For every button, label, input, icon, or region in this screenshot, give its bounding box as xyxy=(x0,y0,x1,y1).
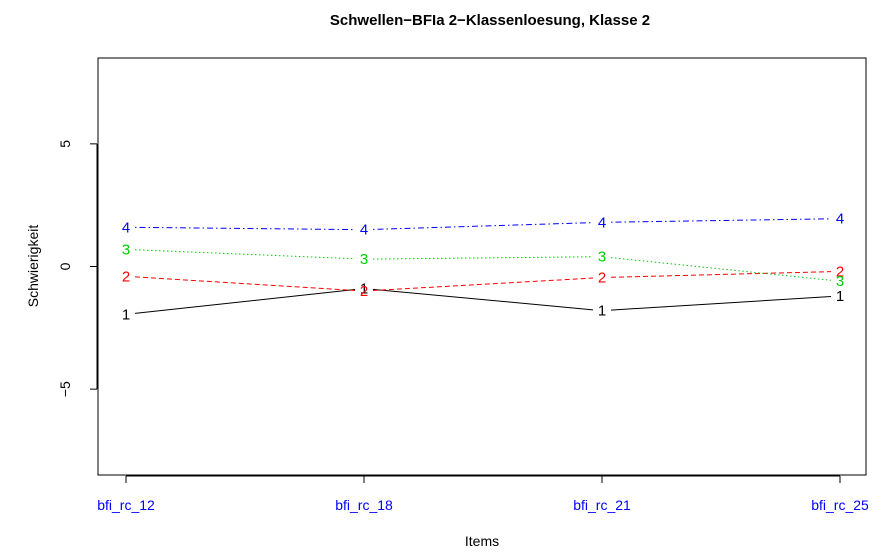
point-label: 1 xyxy=(122,306,130,323)
point-label: 3 xyxy=(122,241,130,258)
point-label: 2 xyxy=(598,270,606,287)
point-label: 2 xyxy=(122,268,130,285)
point-label: 4 xyxy=(836,211,844,228)
series-2: 2 2 2 2 xyxy=(122,263,844,300)
series-segment xyxy=(610,295,832,311)
series-4: 4 4 4 4 xyxy=(122,211,844,239)
series-segment xyxy=(372,256,594,260)
point-label: 1 xyxy=(598,303,606,320)
y-axis: −5 0 5 xyxy=(57,140,98,397)
plot-frame xyxy=(97,57,867,476)
point-label: 4 xyxy=(598,214,606,231)
point-label: 3 xyxy=(836,273,844,290)
series-3: 3 3 3 3 xyxy=(122,241,844,290)
y-tick-label: −5 xyxy=(57,381,73,397)
point-label: 3 xyxy=(360,251,368,268)
x-axis: bfi_rc_12 bfi_rc_18 bfi_rc_21 bfi_rc_25 xyxy=(97,475,869,513)
x-tick-label: bfi_rc_21 xyxy=(573,497,631,513)
series-segment xyxy=(134,249,356,260)
point-label: 2 xyxy=(836,263,844,280)
x-tick-label: bfi_rc_18 xyxy=(335,497,393,513)
series-segment xyxy=(134,276,356,291)
point-label: 1 xyxy=(360,281,368,298)
x-tick-label: bfi_rc_12 xyxy=(97,497,155,513)
y-tick-label: 0 xyxy=(57,262,73,270)
point-label: 2 xyxy=(360,283,368,300)
point-label: 1 xyxy=(836,288,844,305)
chart-title: Schwellen−BFIa 2−Klassenloesung, Klasse … xyxy=(330,12,650,29)
point-label: 4 xyxy=(122,219,130,236)
series-segment xyxy=(610,257,832,281)
point-label: 3 xyxy=(598,249,606,266)
point-label: 4 xyxy=(360,222,368,239)
y-tick-label: 5 xyxy=(57,140,73,148)
series-segment xyxy=(134,226,356,231)
x-tick-label: bfi_rc_25 xyxy=(811,497,869,513)
series-segment xyxy=(610,271,832,278)
series-segment xyxy=(134,289,356,314)
series-segment xyxy=(372,222,594,230)
y-axis-label: Schwierigkeit xyxy=(25,225,41,308)
series-segment xyxy=(372,288,594,311)
series-1: 1 1 1 1 xyxy=(122,281,844,324)
series-segment xyxy=(610,218,832,223)
series-segment xyxy=(372,277,594,292)
x-axis-label: Items xyxy=(465,533,499,549)
